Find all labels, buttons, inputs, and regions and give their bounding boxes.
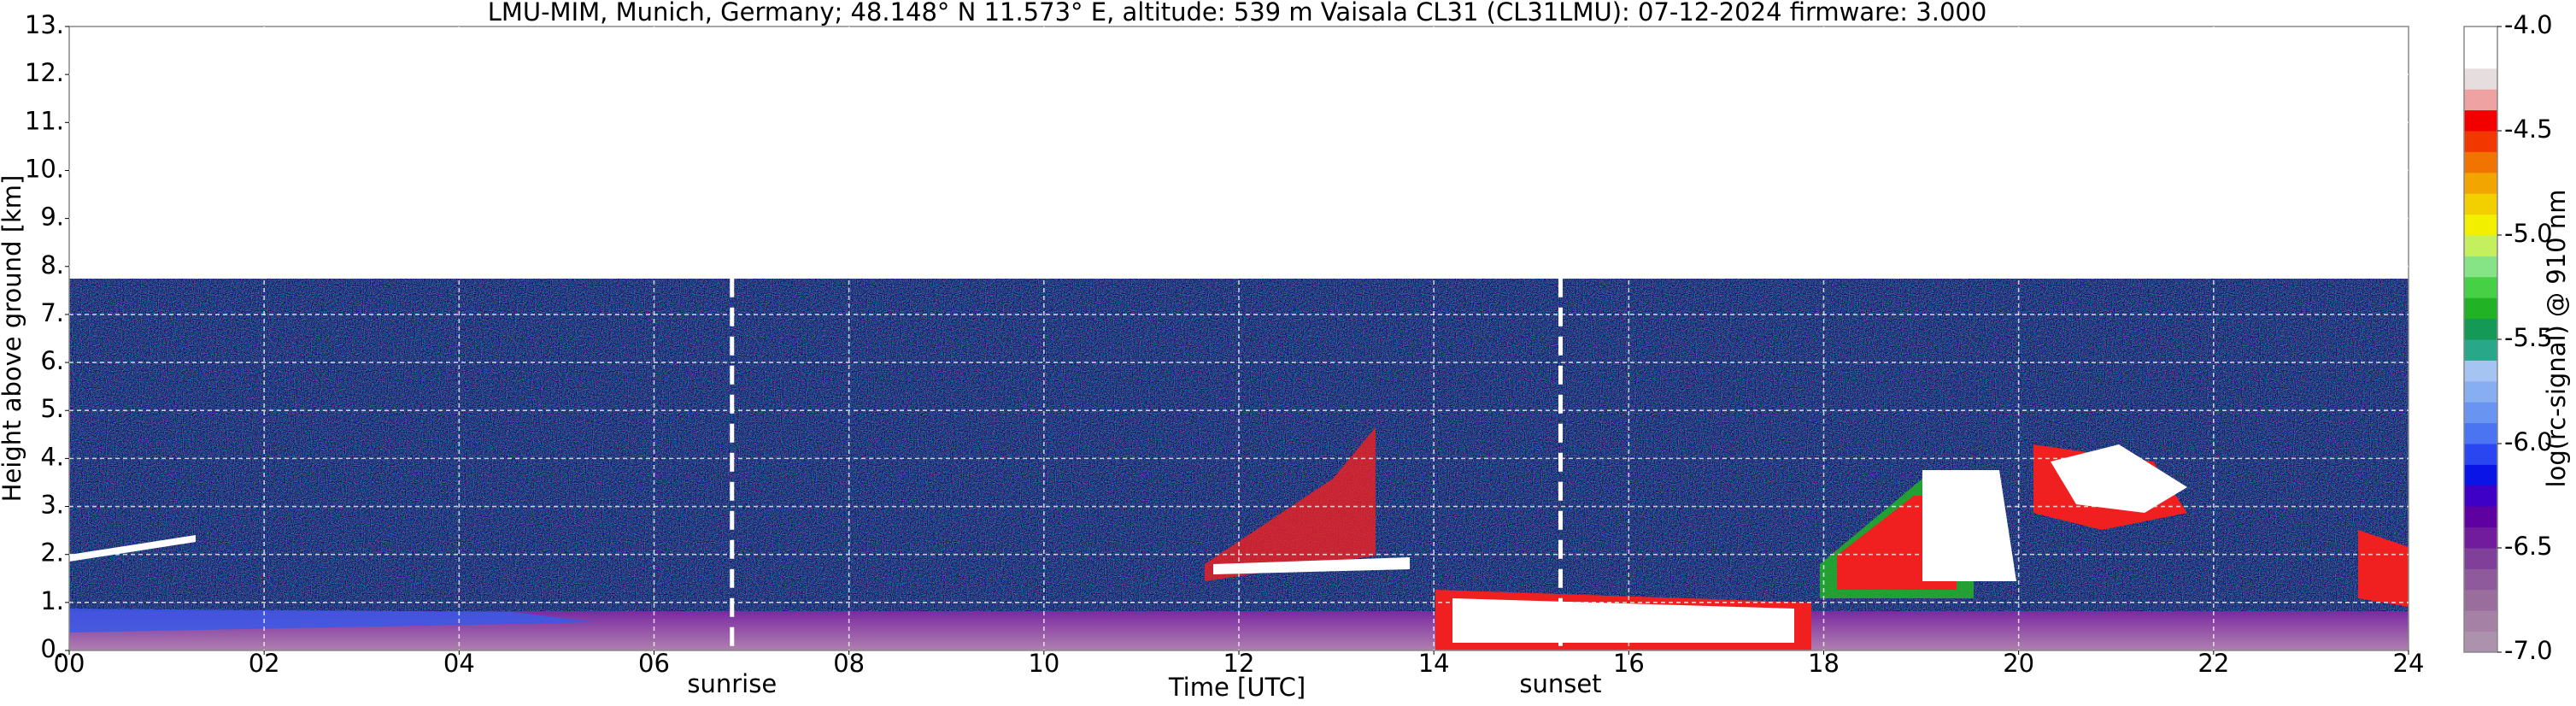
y-tick-label: 13.	[25, 10, 64, 39]
colorbar-segment	[2464, 297, 2497, 320]
annotation-label: sunrise	[687, 669, 777, 698]
y-tick-label: 3.	[40, 491, 64, 520]
colorbar-segment	[2464, 151, 2497, 174]
y-tick-label: 12.	[25, 58, 64, 87]
y-tick-label: 7.	[40, 298, 64, 327]
y-tick-label: 6.	[40, 346, 64, 375]
colorbar-tick-label: -4.0	[2504, 10, 2553, 39]
x-axis-label: Time [UTC]	[1168, 673, 1306, 702]
colorbar-segment	[2464, 568, 2497, 591]
y-tick-label: 2.	[40, 538, 64, 568]
colorbar-segment	[2464, 172, 2497, 194]
colorbar-segment	[2464, 318, 2497, 340]
y-tick-label: 11.	[25, 106, 64, 135]
colorbar-segment	[2464, 422, 2497, 444]
annotation-label: sunset	[1519, 669, 1601, 698]
colorbar-tick-label: -5.0	[2504, 219, 2553, 248]
colorbar-segment	[2464, 380, 2497, 403]
colorbar-segment	[2464, 214, 2497, 236]
chart-title: LMU-MIM, Munich, Germany; 48.148° N 11.5…	[488, 0, 1987, 26]
colorbar-segment	[2464, 235, 2497, 256]
y-tick-label: 8.	[40, 250, 64, 279]
colorbar-segment	[2464, 360, 2497, 382]
colorbar-segment	[2464, 610, 2497, 632]
colorbar-segment	[2464, 631, 2497, 653]
colorbar-segment	[2464, 131, 2497, 152]
y-axis-label: Height above ground [km]	[0, 175, 26, 503]
colorbar-segment	[2464, 548, 2497, 569]
colorbar-tick-label: -4.5	[2504, 115, 2553, 144]
colorbar-segment	[2464, 527, 2497, 549]
colorbar-segment	[2464, 193, 2497, 215]
colorbar-segment	[2464, 26, 2497, 48]
y-tick-label: 5.	[40, 394, 64, 423]
colorbar-segment	[2464, 402, 2497, 424]
y-tick-label: 10.	[25, 154, 64, 183]
y-tick-label: 9.	[40, 203, 64, 232]
colorbar-tick-label: -5.5	[2504, 323, 2553, 352]
y-tick-label: 0.	[40, 634, 64, 663]
colorbar-tick-label: -6.0	[2504, 427, 2553, 456]
colorbar-tick-label: -7.0	[2504, 636, 2553, 665]
y-tick-label: 1.	[40, 586, 64, 615]
colorbar-segment	[2464, 485, 2497, 507]
colorbar-segment	[2464, 276, 2497, 298]
colorbar-segment	[2464, 589, 2497, 611]
colorbar-tick-label: -6.5	[2504, 532, 2553, 561]
colorbar-segment	[2464, 89, 2497, 111]
colorbar-label: log(rc-signal) @ 910 nm	[2542, 190, 2571, 488]
colorbar-segment	[2464, 339, 2497, 361]
colorbar-segment	[2464, 256, 2497, 278]
colorbar-segment	[2464, 68, 2497, 90]
colorbar-segment	[2464, 47, 2497, 69]
colorbar-segment	[2464, 444, 2497, 465]
colorbar-segment	[2464, 109, 2497, 132]
colorbar-segment	[2464, 506, 2497, 528]
y-tick-label: 4.	[40, 442, 64, 471]
colorbar-segment	[2464, 464, 2497, 486]
